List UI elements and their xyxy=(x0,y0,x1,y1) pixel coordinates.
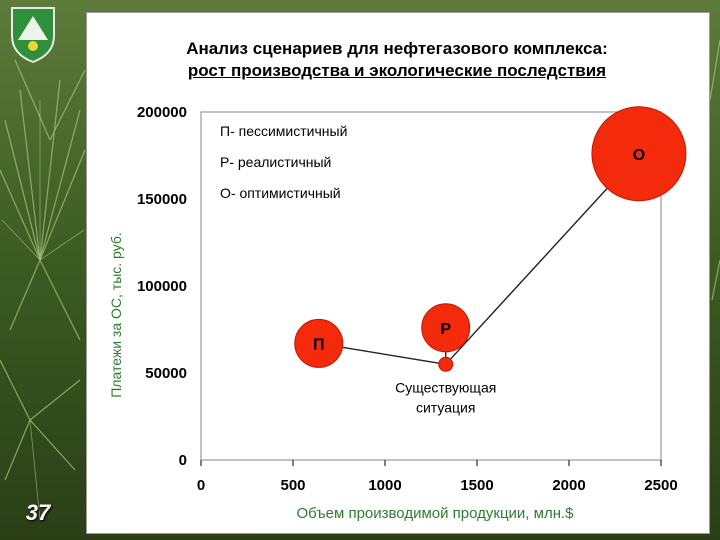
x-tick-label: 1500 xyxy=(460,477,493,494)
point-label: О xyxy=(633,147,645,164)
y-axis-label: Платежи за ОС, тыс. руб. xyxy=(108,232,124,398)
legend-entry: П- пессимистичный xyxy=(220,123,347,139)
legend-entry: Р- реалистичный xyxy=(220,154,331,170)
point-label: Р xyxy=(440,321,451,338)
scenario-bubble xyxy=(294,318,344,368)
x-tick-label: 2500 xyxy=(644,477,677,494)
connector-line xyxy=(445,153,640,365)
y-tick-label: 50000 xyxy=(145,365,187,382)
y-tick-label: 150000 xyxy=(137,191,187,208)
x-tick-label: 2000 xyxy=(552,477,585,494)
y-tick-label: 200000 xyxy=(137,104,187,121)
y-tick-label: 100000 xyxy=(137,278,187,295)
scenario-bubble xyxy=(438,356,454,372)
scenario-bubble xyxy=(591,106,687,202)
legend-entry: О- оптимистичный xyxy=(220,185,341,201)
region-emblem-icon xyxy=(11,7,55,64)
x-tick-label: 1000 xyxy=(368,477,401,494)
point-label: Существующая xyxy=(395,379,496,395)
x-tick-label: 0 xyxy=(197,477,205,494)
title-line-1: Анализ сценариев для нефтегазового компл… xyxy=(186,39,608,58)
x-tick-label: 500 xyxy=(280,477,305,494)
x-axis-label: Объем производимой продукции, млн.$ xyxy=(296,505,574,522)
plot-area xyxy=(200,111,662,461)
y-tick-label: 0 xyxy=(179,452,187,469)
slide-title: Анализ сценариев для нефтегазового компл… xyxy=(86,38,708,82)
point-label: ситуация xyxy=(416,399,475,415)
title-line-2: рост производства и экологические послед… xyxy=(187,61,607,80)
slide-number: 37 xyxy=(25,500,51,525)
scenario-bubble xyxy=(421,303,471,353)
point-label: П xyxy=(313,336,325,353)
